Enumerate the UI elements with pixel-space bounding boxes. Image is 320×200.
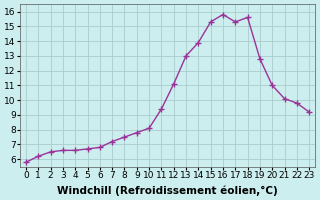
- X-axis label: Windchill (Refroidissement éolien,°C): Windchill (Refroidissement éolien,°C): [57, 185, 278, 196]
